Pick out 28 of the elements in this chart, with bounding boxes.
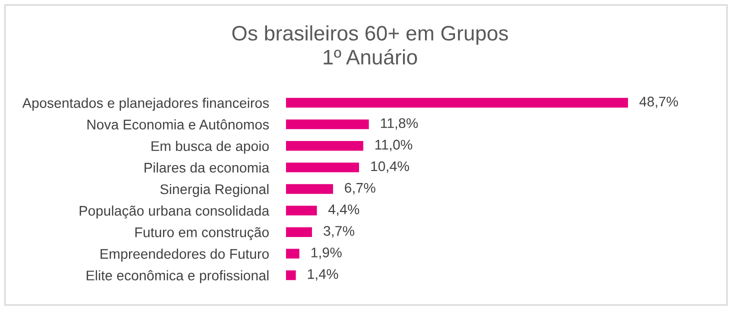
data-label: 4,4% bbox=[328, 204, 360, 216]
bar bbox=[286, 184, 334, 194]
data-label: 11,0% bbox=[375, 140, 412, 152]
bar bbox=[286, 227, 312, 237]
chart-title: Os brasileiros 60+ em Grupos 1º Anuário bbox=[232, 25, 508, 65]
bar bbox=[286, 119, 369, 130]
data-label: 3,7% bbox=[324, 226, 354, 238]
bar bbox=[286, 270, 296, 280]
data-label: 48,7% bbox=[639, 96, 678, 108]
y-tick-label: Sinergia Regional bbox=[160, 184, 268, 197]
bar bbox=[286, 98, 628, 108]
data-label: 1,9% bbox=[312, 248, 342, 260]
data-label: 6,7% bbox=[344, 182, 376, 194]
bar bbox=[286, 206, 317, 216]
y-tick-label: Futuro em construção bbox=[135, 227, 269, 240]
y-tick-label: Elite econômica e profissional bbox=[86, 270, 268, 284]
data-label: 10,4% bbox=[371, 161, 410, 173]
data-label: 1,4% bbox=[308, 269, 338, 281]
y-tick-label: Em busca de apoio bbox=[152, 140, 269, 154]
y-tick-label: Empreendedores do Futuro bbox=[100, 248, 269, 262]
y-tick-label: Aposentados e planejadores financeiros bbox=[22, 98, 269, 111]
y-tick-label: População urbana consolidada bbox=[80, 206, 270, 219]
data-label: 11,8% bbox=[381, 118, 418, 130]
bar bbox=[286, 141, 364, 151]
bar bbox=[286, 248, 300, 259]
bar bbox=[286, 162, 360, 172]
y-tick-label: Nova Economia e Autônomos bbox=[88, 119, 269, 130]
y-tick-label: Pilares da economia bbox=[144, 162, 270, 173]
